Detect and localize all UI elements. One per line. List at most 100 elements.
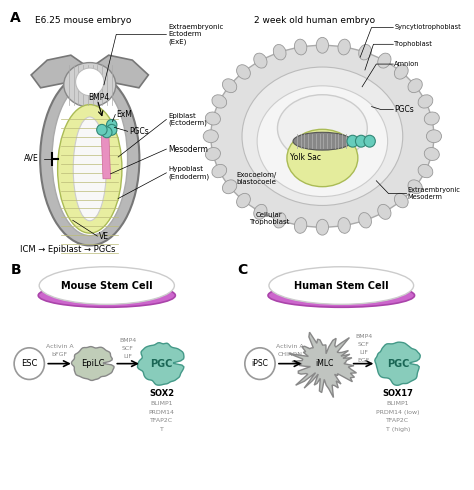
Ellipse shape	[257, 86, 388, 196]
Ellipse shape	[359, 45, 372, 60]
Text: PRDM14 (low): PRDM14 (low)	[376, 410, 420, 415]
Text: BMP4: BMP4	[88, 93, 109, 102]
Ellipse shape	[203, 130, 219, 143]
Text: LIF: LIF	[123, 354, 132, 359]
Text: ESC: ESC	[21, 359, 37, 368]
Text: PGC: PGC	[150, 359, 173, 368]
Ellipse shape	[38, 284, 175, 307]
Ellipse shape	[268, 284, 415, 307]
Circle shape	[14, 348, 45, 379]
Ellipse shape	[378, 204, 391, 220]
Ellipse shape	[294, 218, 307, 233]
Text: Syncytiotrophoblast: Syncytiotrophoblast	[394, 24, 461, 30]
Text: LIF: LIF	[359, 350, 368, 355]
Text: Mouse Stem Cell: Mouse Stem Cell	[61, 281, 153, 291]
Text: SCF: SCF	[122, 346, 134, 351]
Text: TFAP2C: TFAP2C	[386, 418, 410, 423]
Polygon shape	[101, 129, 110, 179]
Text: 2 week old human embryo: 2 week old human embryo	[254, 16, 375, 24]
Ellipse shape	[394, 194, 408, 208]
Text: CHIRON: CHIRON	[278, 352, 303, 357]
Text: A: A	[10, 11, 21, 24]
Text: TFAP2C: TFAP2C	[150, 418, 173, 423]
Circle shape	[97, 124, 107, 135]
Ellipse shape	[64, 63, 116, 107]
Ellipse shape	[338, 218, 350, 233]
Polygon shape	[375, 342, 420, 385]
Text: ExM: ExM	[116, 110, 132, 119]
Text: Exocoelom/
blastocoele: Exocoelom/ blastocoele	[236, 172, 276, 185]
Text: EGF: EGF	[358, 358, 370, 363]
Ellipse shape	[39, 267, 174, 304]
Ellipse shape	[242, 67, 403, 205]
Ellipse shape	[316, 37, 328, 53]
Ellipse shape	[394, 65, 408, 79]
Ellipse shape	[222, 79, 237, 93]
Text: BLIMP1: BLIMP1	[387, 401, 409, 406]
Text: BLIMP1: BLIMP1	[150, 401, 173, 406]
Text: T (high): T (high)	[386, 427, 410, 432]
Ellipse shape	[418, 164, 433, 178]
Circle shape	[101, 127, 112, 138]
Text: SOX2: SOX2	[149, 389, 174, 398]
Ellipse shape	[73, 117, 106, 221]
Ellipse shape	[269, 267, 414, 304]
Ellipse shape	[212, 164, 227, 178]
Text: PGCs: PGCs	[129, 127, 149, 136]
Polygon shape	[72, 346, 114, 380]
Ellipse shape	[254, 53, 267, 68]
Text: T: T	[160, 427, 164, 432]
Text: Trophoblast: Trophoblast	[394, 41, 433, 48]
Ellipse shape	[427, 130, 441, 143]
Text: SCF: SCF	[358, 343, 370, 347]
Ellipse shape	[254, 204, 267, 220]
Ellipse shape	[58, 104, 122, 233]
Ellipse shape	[293, 132, 352, 150]
Text: Extraembryonic
Ectoderm
(ExE): Extraembryonic Ectoderm (ExE)	[168, 24, 224, 45]
Circle shape	[107, 124, 117, 135]
Circle shape	[364, 135, 375, 147]
Text: BMP4: BMP4	[356, 335, 373, 340]
Text: Yolk Sac: Yolk Sac	[290, 153, 321, 163]
Ellipse shape	[40, 73, 139, 245]
Ellipse shape	[205, 147, 220, 161]
Ellipse shape	[338, 39, 350, 55]
Text: Cellular
Trophoblast: Cellular Trophoblast	[249, 212, 290, 225]
Text: iMLC: iMLC	[315, 359, 333, 368]
Text: bFGF: bFGF	[52, 352, 68, 357]
Text: AVE: AVE	[24, 154, 38, 164]
Text: ICM → Epiblast → PGCs: ICM → Epiblast → PGCs	[20, 245, 115, 254]
Ellipse shape	[424, 147, 439, 161]
Ellipse shape	[378, 53, 391, 68]
Ellipse shape	[211, 45, 434, 227]
Circle shape	[245, 348, 275, 379]
Ellipse shape	[273, 45, 286, 60]
Text: Human Stem Cell: Human Stem Cell	[294, 281, 389, 291]
Text: PGCs: PGCs	[394, 105, 414, 114]
Polygon shape	[137, 343, 184, 385]
Text: Extraembryonic
Mesoderm: Extraembryonic Mesoderm	[408, 187, 460, 200]
Text: Hypoblast
(Endoderm): Hypoblast (Endoderm)	[168, 166, 210, 179]
Text: iPSC: iPSC	[252, 359, 268, 368]
Text: VE: VE	[99, 232, 109, 241]
Ellipse shape	[237, 65, 250, 79]
Text: PGC: PGC	[387, 359, 409, 368]
Ellipse shape	[75, 68, 104, 96]
Text: SOX17: SOX17	[383, 389, 413, 398]
Ellipse shape	[294, 39, 307, 55]
Ellipse shape	[316, 220, 328, 235]
Ellipse shape	[205, 112, 220, 125]
Text: B: B	[10, 263, 21, 277]
Ellipse shape	[287, 129, 358, 187]
Text: Activin A: Activin A	[276, 344, 304, 349]
Ellipse shape	[273, 213, 286, 228]
Ellipse shape	[277, 95, 367, 162]
Ellipse shape	[52, 82, 128, 236]
Ellipse shape	[408, 180, 422, 194]
Circle shape	[356, 135, 367, 147]
Text: E6.25 mouse embryo: E6.25 mouse embryo	[35, 16, 131, 24]
Text: Epiblast
(Ectoderm): Epiblast (Ectoderm)	[168, 113, 207, 126]
Text: BMP4: BMP4	[119, 339, 136, 343]
Text: PRDM14: PRDM14	[149, 410, 174, 415]
Polygon shape	[31, 55, 90, 88]
